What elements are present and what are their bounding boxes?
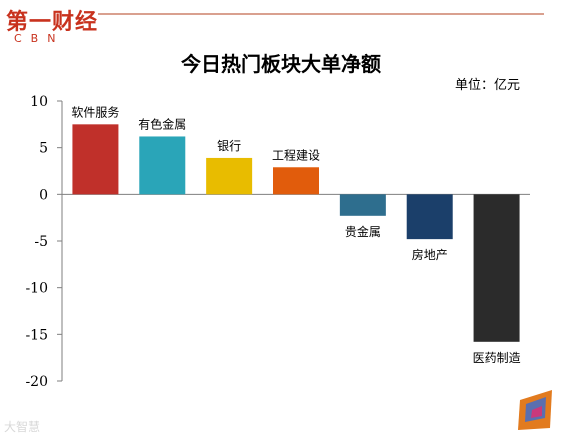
- y-tick-label: 5: [39, 141, 48, 157]
- bar-category-label: 银行: [217, 139, 241, 153]
- bar-category-label: 有色金属: [138, 116, 186, 131]
- corner-logo-icon: [518, 390, 552, 430]
- y-tick-label: 10: [30, 94, 48, 110]
- bar: [206, 157, 253, 195]
- y-tick-label: -5: [34, 234, 48, 250]
- bar: [72, 124, 119, 195]
- bar-category-label: 房地产: [412, 247, 448, 262]
- bar: [339, 194, 386, 216]
- bar-category-label: 工程建设: [272, 147, 320, 162]
- y-tick-label: 0: [39, 187, 48, 203]
- watermark: 大智慧: [4, 420, 41, 434]
- y-tick-label: -20: [25, 374, 48, 390]
- y-tick-label: -10: [25, 281, 48, 297]
- bar: [473, 194, 520, 342]
- bar: [273, 167, 319, 195]
- bar-category-label: 软件服务: [71, 104, 119, 119]
- cbn-logo-letters: CBN: [14, 32, 65, 45]
- unit-label: 单位：亿元: [454, 78, 520, 93]
- y-tick-label: -15: [25, 327, 48, 343]
- bar: [139, 136, 186, 195]
- cbn-logo: 第一财经: [6, 10, 99, 35]
- bar-category-label: 贵金属: [345, 224, 381, 239]
- bar: [406, 194, 453, 240]
- chart-title: 今日热门板块大单净额: [181, 52, 381, 76]
- bar-category-label: 医药制造: [473, 351, 521, 365]
- header-rule: [98, 13, 544, 15]
